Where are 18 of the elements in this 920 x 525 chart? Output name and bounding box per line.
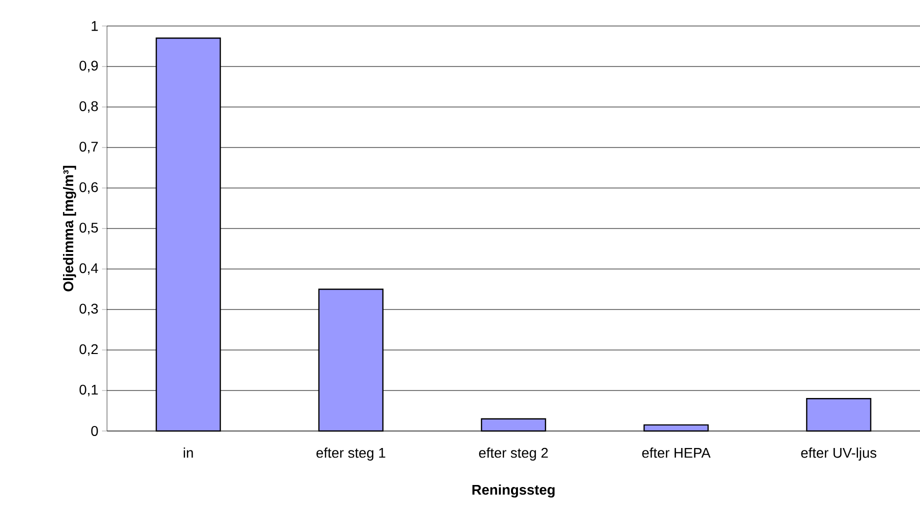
y-tick-label: 0,2 [80, 344, 98, 356]
x-axis-title: Reningssteg [472, 484, 555, 498]
x-tick-label: efter steg 1 [316, 448, 386, 461]
y-tick-label: 0,9 [80, 60, 98, 72]
y-tick-label: 0,6 [80, 182, 98, 194]
y-tick-label: 0,1 [80, 384, 98, 396]
x-tick-label: in [184, 448, 193, 458]
x-tick-label: efter UV-ljus [801, 448, 876, 461]
y-tick-label: 0,4 [80, 263, 98, 275]
y-tick-label: 0,8 [80, 101, 98, 113]
y-tick-label: 0 [91, 426, 98, 436]
y-axis-title: Oljedimma [mg/m³] [63, 166, 76, 292]
y-tick-label: 0,7 [80, 142, 98, 154]
y-tick-label: 0,5 [80, 222, 98, 234]
x-tick-label: efter HEPA [642, 448, 711, 458]
x-tick-label: efter steg 2 [479, 448, 548, 461]
y-tick-label: 0,3 [80, 304, 98, 316]
y-tick-label: 1 [92, 21, 98, 31]
